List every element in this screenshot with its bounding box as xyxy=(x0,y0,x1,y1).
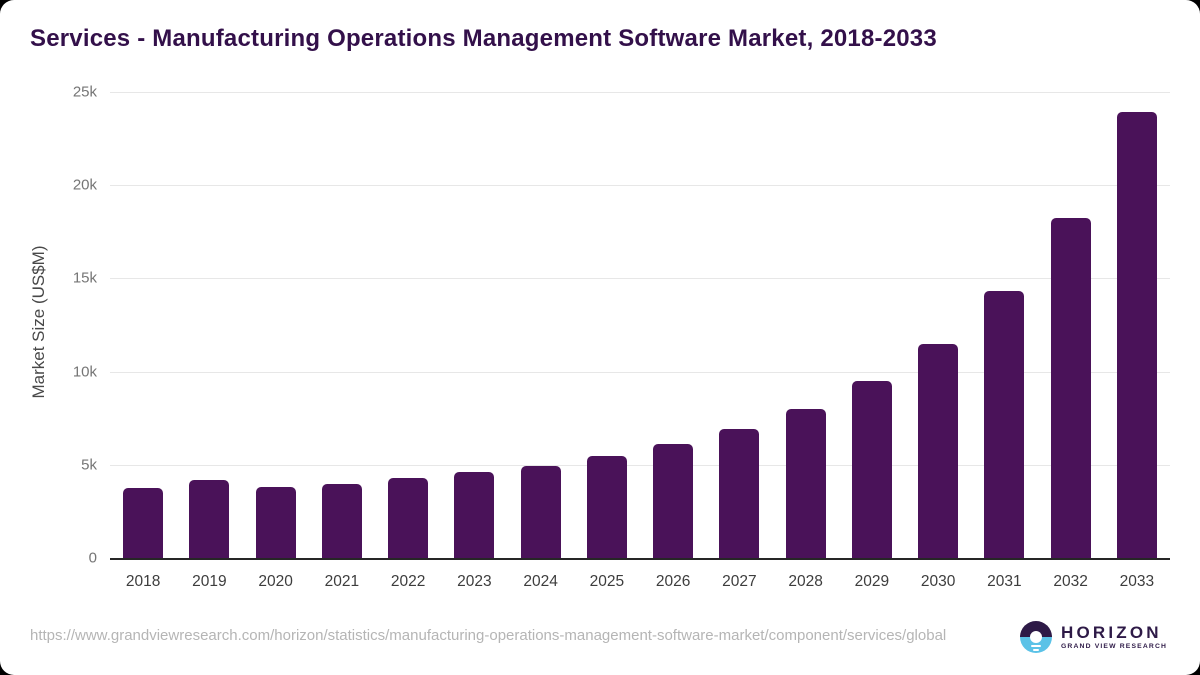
sun-icon xyxy=(1030,631,1042,643)
bar-2032[interactable] xyxy=(1050,217,1091,558)
x-tick-label: 2021 xyxy=(324,573,360,590)
x-tick-label: 2025 xyxy=(589,573,625,590)
horizon-logo-icon xyxy=(1020,621,1052,653)
y-tick-label: 20k xyxy=(72,176,97,194)
x-tick-label: 2028 xyxy=(788,573,823,590)
bar-2024[interactable] xyxy=(520,465,561,558)
gridline xyxy=(110,464,1170,466)
logo-text: HORIZON GRAND VIEW RESEARCH xyxy=(1061,624,1167,651)
source-url: https://www.grandviewresearch.com/horizo… xyxy=(30,627,947,644)
x-tick-label: 2027 xyxy=(722,573,757,590)
x-tick-label: 2018 xyxy=(125,573,161,590)
logo-name: HORIZON xyxy=(1061,622,1162,642)
reflection-line-icon xyxy=(1033,648,1039,651)
x-tick-label: 2032 xyxy=(1053,573,1088,590)
x-tick-label: 2023 xyxy=(457,573,492,590)
plot-area: 0 5k 10k 15k 20k 25k 2018 2019 2020 2021 2022 2023 2… xyxy=(73,84,1170,590)
bar-2020[interactable] xyxy=(255,487,296,558)
bar-2021[interactable] xyxy=(321,484,362,558)
bar-2019[interactable] xyxy=(189,479,230,558)
x-tick-label: 2019 xyxy=(192,573,227,590)
horizon-logo: HORIZON GRAND VIEW RESEARCH xyxy=(1020,621,1167,653)
bar-2018[interactable] xyxy=(123,488,164,558)
bar-2030[interactable] xyxy=(918,343,959,558)
y-tick-label: 15k xyxy=(72,269,97,287)
bar-2023[interactable] xyxy=(454,472,495,558)
bar-2025[interactable] xyxy=(586,456,627,558)
x-tick-label: 2033 xyxy=(1119,573,1155,590)
bar-2029[interactable] xyxy=(851,380,892,558)
gridline xyxy=(110,371,1170,373)
bar-2028[interactable] xyxy=(785,408,826,558)
logo-subtitle: GRAND VIEW RESEARCH xyxy=(1061,642,1168,650)
y-tick-label: 5k xyxy=(81,456,97,474)
x-tick-label: 2024 xyxy=(523,573,558,590)
y-tick-label: 25k xyxy=(72,83,97,101)
y-tick-label: 0 xyxy=(88,549,97,567)
reflection-line-icon xyxy=(1031,645,1041,647)
gridline xyxy=(110,278,1170,280)
bar-2026[interactable] xyxy=(653,444,694,558)
bar-2022[interactable] xyxy=(388,477,429,558)
gridline xyxy=(110,185,1170,187)
x-tick-label: 2026 xyxy=(655,573,691,590)
y-tick-label: 10k xyxy=(72,363,97,381)
bar-2027[interactable] xyxy=(719,429,760,558)
chart-title: Services - Manufacturing Operations Mana… xyxy=(30,25,937,52)
x-tick-label: 2029 xyxy=(854,573,890,590)
bar-2031[interactable] xyxy=(984,290,1025,558)
gridline xyxy=(110,92,1170,93)
bar-2033[interactable] xyxy=(1116,111,1157,558)
y-axis-title: Market Size (US$M) xyxy=(29,245,48,399)
x-tick-label: 2030 xyxy=(920,573,956,590)
x-tick-label: 2020 xyxy=(258,573,293,590)
x-tick-label: 2022 xyxy=(390,573,426,590)
x-tick-label: 2031 xyxy=(987,573,1022,590)
